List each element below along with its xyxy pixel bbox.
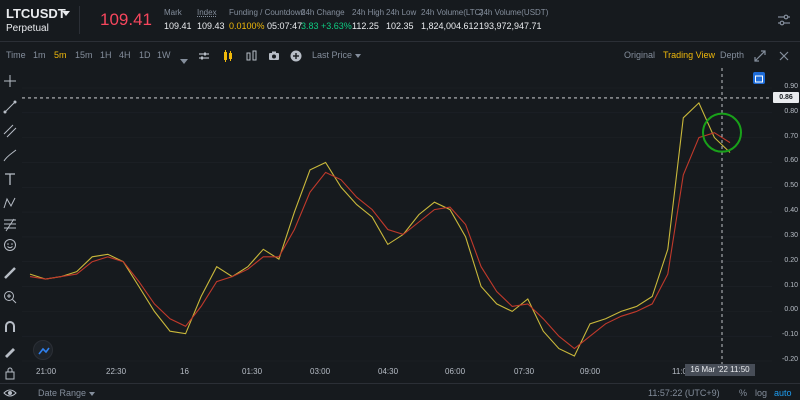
- market-header: LTCUSDT Perpetual 109.41 Mark 109.41 Ind…: [0, 0, 800, 42]
- date-range-button[interactable]: Date Range: [38, 388, 96, 398]
- add-plus-icon[interactable]: [290, 50, 302, 62]
- view-trading-view[interactable]: Trading View: [663, 50, 716, 60]
- emoji-icon[interactable]: [3, 238, 17, 252]
- y-tick-label: 0.70: [784, 132, 798, 140]
- x-tick-label: 04:30: [378, 367, 399, 376]
- pencil-lock-icon[interactable]: [3, 344, 17, 358]
- log-toggle[interactable]: log: [755, 388, 768, 398]
- y-tick-label: 0.20: [784, 256, 798, 264]
- chevron-down-icon: [355, 53, 362, 58]
- indicator-settings-icon[interactable]: [198, 50, 210, 62]
- annotation-circle: [702, 112, 742, 153]
- y-tick-label: -0.20: [782, 356, 798, 363]
- x-tick-label: 16: [180, 367, 189, 376]
- x-axis[interactable]: 21:00 22:30 16 01:30 03:00 04:30 06:00 07:30 09:…: [22, 365, 772, 379]
- sliders-settings-icon[interactable]: [777, 14, 791, 26]
- chevron-down-icon: [89, 391, 96, 396]
- interval-1w[interactable]: 1W: [157, 50, 171, 60]
- stat-24h-high: 24h High 112.25: [352, 8, 385, 31]
- close-icon[interactable]: [778, 50, 790, 62]
- stat-24h-volume-ltc: 24h Volume(LTC) 1,824,004.612: [421, 8, 484, 31]
- stat-24h-low: 24h Low 102.35: [386, 8, 417, 31]
- y-tick-label: 0.80: [784, 107, 798, 115]
- x-tick-label: 09:00: [580, 367, 601, 376]
- y-tick-label: 0.40: [784, 207, 798, 215]
- contract-type: Perpetual: [6, 23, 49, 34]
- funding-rate: 0.0100%: [229, 21, 265, 31]
- text-tool-icon[interactable]: [3, 172, 17, 186]
- series-line-fast: [29, 101, 731, 357]
- eye-icon[interactable]: [3, 386, 17, 400]
- grid: [22, 87, 772, 362]
- lock-icon[interactable]: [3, 366, 17, 380]
- fib-retracement-icon[interactable]: [3, 218, 17, 232]
- interval-1h[interactable]: 1H: [100, 50, 112, 60]
- chart-settings-button[interactable]: [753, 72, 765, 84]
- last-price: 109.41: [100, 10, 152, 29]
- interval-1m[interactable]: 1m: [33, 50, 46, 60]
- expand-icon[interactable]: [754, 50, 766, 62]
- parallel-lines-icon[interactable]: [3, 124, 17, 138]
- indicators-icon[interactable]: [246, 50, 258, 62]
- chart-toolbar: Time 1m 5m 15m 1H 4H 1D 1W Last Price Or…: [0, 46, 800, 66]
- y-tick-label: 0.50: [784, 182, 798, 190]
- stat-24h-change: 24h Change 3.83 +3.63%: [301, 8, 352, 31]
- chart-footer: Date Range 11:57:22 (UTC+9) % log auto: [0, 383, 800, 400]
- ruler-icon[interactable]: [3, 266, 17, 280]
- interval-dropdown-icon[interactable]: [180, 52, 192, 64]
- stat-24h-volume-usdt: 24h Volume(USDT) 193,972,947.71: [479, 8, 549, 31]
- view-original[interactable]: Original: [624, 50, 656, 60]
- price-type-select[interactable]: Last Price: [312, 50, 362, 60]
- interval-4h[interactable]: 4H: [119, 50, 131, 60]
- header-divider: [79, 6, 80, 34]
- y-tick-label: -0.10: [782, 331, 798, 339]
- trend-line-icon[interactable]: [3, 100, 17, 114]
- x-tick-label: 21:00: [36, 367, 57, 376]
- symbol-title[interactable]: LTCUSDT: [6, 6, 66, 21]
- y-tick-label: 0.90: [784, 83, 798, 90]
- x-tick-label: 01:30: [242, 367, 263, 376]
- auto-toggle[interactable]: auto: [774, 388, 792, 398]
- brush-icon[interactable]: [3, 148, 17, 162]
- chart-type-candle-icon[interactable]: [222, 50, 234, 62]
- pattern-icon[interactable]: [3, 196, 17, 210]
- series-line-slow: [29, 132, 731, 350]
- y-tick-label: 0.00: [784, 306, 798, 314]
- interval-5m[interactable]: 5m: [54, 50, 67, 60]
- current-value-tag: 0.86: [773, 92, 799, 103]
- stat-funding: Funding / Countdown 0.0100% 05:07:47: [229, 8, 306, 31]
- view-depth[interactable]: Depth: [720, 50, 745, 60]
- crosshair-icon[interactable]: [3, 74, 17, 88]
- interval-1d[interactable]: 1D: [139, 50, 151, 60]
- date-range-label: Date Range: [38, 388, 87, 398]
- crosshair-time-label: 16 Mar '22 11:50: [685, 364, 755, 376]
- x-tick-label: 07:30: [514, 367, 535, 376]
- x-tick-label: 11:0: [672, 367, 687, 376]
- x-tick-label: 03:00: [310, 367, 331, 376]
- x-tick-label: 06:00: [445, 367, 466, 376]
- camera-icon[interactable]: [268, 50, 280, 62]
- window-icon: [755, 75, 763, 83]
- symbol-dropdown-icon[interactable]: [62, 11, 70, 16]
- interval-time[interactable]: Time: [6, 50, 26, 60]
- funding-countdown: 05:07:47: [267, 21, 303, 31]
- percent-toggle[interactable]: %: [739, 388, 748, 398]
- tradingview-logo[interactable]: [33, 340, 53, 360]
- y-axis[interactable]: 0.90 0.80 0.70 0.60 0.50 0.40 0.30 0.20 0.10 0.00…: [772, 68, 800, 368]
- y-tick-label: 0.30: [784, 231, 798, 239]
- x-tick-label: 22:30: [106, 367, 127, 376]
- y-tick-label: 0.10: [784, 281, 798, 289]
- interval-15m[interactable]: 15m: [75, 50, 93, 60]
- zoom-in-icon[interactable]: [3, 290, 17, 304]
- drawing-toolbar: [0, 68, 22, 400]
- stat-mark: Mark 109.41: [164, 8, 192, 31]
- cloud-icon: [38, 347, 50, 355]
- oscillator-chart[interactable]: [22, 68, 772, 368]
- y-tick-label: 0.60: [784, 157, 798, 165]
- magnet-icon[interactable]: [3, 320, 17, 334]
- stat-index[interactable]: Index 109.43: [197, 8, 225, 31]
- price-type-label: Last Price: [312, 50, 353, 60]
- clock[interactable]: 11:57:22 (UTC+9): [648, 388, 720, 398]
